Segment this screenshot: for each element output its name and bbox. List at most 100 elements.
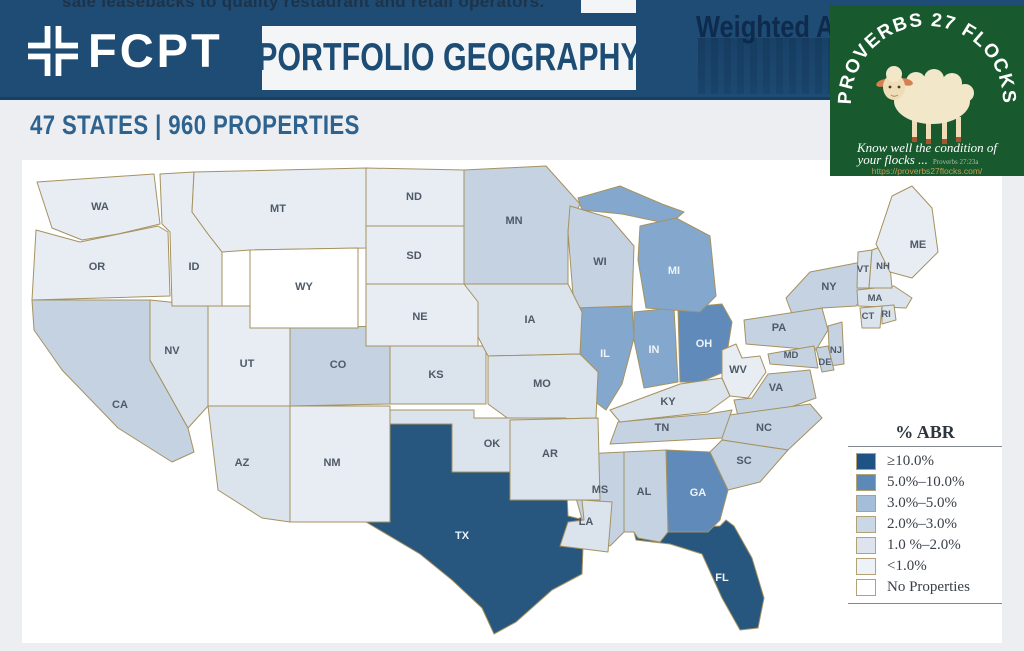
state-label-ok: OK [484, 438, 501, 450]
state-label-al: AL [637, 486, 652, 498]
state-label-ma: MA [868, 293, 883, 304]
state-nm [289, 405, 391, 523]
proverbs-27-flocks-watermark: PROVERBS 27 FLOCKS [830, 5, 1024, 176]
legend-item: 2.0%–3.0% [848, 514, 1002, 535]
brand-text: FCPT [88, 24, 223, 77]
state-label-tn: TN [655, 422, 670, 434]
state-label-oh: OH [696, 338, 713, 350]
legend-swatch [856, 579, 876, 596]
state-label-de: DE [818, 357, 831, 368]
state-label-sd: SD [406, 250, 421, 262]
watermark-tagline-1: Know well the condition of [856, 140, 999, 155]
state-label-fl: FL [715, 572, 729, 584]
state-de [815, 345, 835, 373]
state-ne [365, 283, 479, 347]
state-label-la: LA [579, 516, 594, 528]
us-choropleth-map: TX FL OH GA IL IN MI MN WI CA CO NY PA NJ MD DE VA NC SC TN… [31, 165, 939, 635]
state-label-wa: WA [91, 201, 109, 213]
state-ma [856, 285, 913, 309]
legend-label: 5.0%–10.0% [887, 474, 965, 490]
state-label-md: MD [784, 350, 799, 361]
state-label-mo: MO [533, 378, 551, 390]
state-label-or: OR [89, 261, 106, 273]
legend-label: No Properties [887, 579, 970, 595]
state-label-nv: NV [164, 345, 180, 357]
state-label-ks: KS [428, 369, 443, 381]
state-label-pa: PA [772, 322, 787, 334]
state-label-wy: WY [295, 281, 313, 293]
state-pa [743, 307, 829, 351]
title-box: PORTFOLIO GEOGRAPHY [257, 26, 641, 90]
state-label-vt: VT [857, 264, 869, 275]
sheep-icon [876, 66, 974, 144]
state-label-ne: NE [412, 311, 427, 323]
state-label-nm: NM [323, 457, 340, 469]
legend-label: 1.0 %–2.0% [887, 537, 961, 553]
mini-white-box [581, 0, 636, 13]
state-label-mi: MI [668, 265, 680, 277]
legend-swatch [856, 495, 876, 512]
state-label-ga: GA [690, 487, 707, 499]
state-ar [509, 417, 601, 501]
state-sc [709, 439, 789, 491]
state-label-nj: NJ [830, 345, 842, 356]
watermark-tagline-2: your flocks ... Proverbs 27:23a [855, 152, 979, 167]
state-fl [633, 519, 765, 631]
state-label-mt: MT [270, 203, 286, 215]
legend-label: 2.0%–3.0% [887, 516, 957, 532]
state-label-va: VA [769, 382, 784, 394]
state-label-ky: KY [660, 396, 676, 408]
map-card: TX FL OH GA IL IN MI MN WI CA CO NY PA NJ MD DE VA NC SC TN… [22, 160, 1002, 643]
states-properties-subtitle: 47 STATES | 960 PROPERTIES [30, 110, 360, 140]
state-label-ar: AR [542, 448, 558, 460]
state-label-ca: CA [112, 399, 128, 411]
state-wv [721, 343, 767, 399]
legend-item: <1.0% [848, 556, 1002, 577]
state-label-ct: CT [862, 311, 875, 322]
legend-label: 3.0%–5.0% [887, 495, 957, 511]
legend-label: <1.0% [887, 558, 927, 574]
state-me [875, 185, 939, 279]
fcpt-brand: FCPT [28, 26, 223, 76]
state-or [31, 225, 171, 301]
state-al [623, 449, 669, 543]
legend-item: No Properties [848, 577, 1002, 598]
legend-item: ≥10.0% [848, 451, 1002, 472]
state-label-ms: MS [592, 484, 609, 496]
watermark-url: https://proverbs27flocks.com/ [872, 166, 983, 176]
state-wi [567, 205, 635, 309]
legend-label: ≥10.0% [887, 453, 934, 469]
state-label-ut: UT [240, 358, 255, 370]
legend-swatch [856, 453, 876, 470]
watermark-verse-ref: Proverbs 27:23a [933, 158, 980, 166]
legend-item: 1.0 %–2.0% [848, 535, 1002, 556]
state-label-nd: ND [406, 191, 422, 203]
state-la [559, 499, 613, 553]
state-mi [637, 217, 717, 313]
state-label-id: ID [189, 261, 200, 273]
state-md [767, 345, 819, 369]
state-label-ia: IA [525, 314, 536, 326]
state-ct [859, 305, 883, 329]
state-tn [609, 409, 733, 445]
state-label-ri: RI [881, 309, 891, 320]
state-ia [463, 283, 583, 357]
state-label-me: ME [910, 239, 927, 251]
state-label-wi: WI [593, 256, 606, 268]
page-title: PORTFOLIO GEOGRAPHY [257, 36, 641, 79]
legend-swatch [856, 558, 876, 575]
legend-swatch [856, 516, 876, 533]
state-label-tx: TX [455, 530, 470, 542]
state-ri [881, 304, 897, 325]
legend-rows: ≥10.0% 5.0%–10.0% 3.0%–5.0% 2.0%–3.0% 1.0 %–… [848, 451, 1002, 598]
legend-swatch [856, 537, 876, 554]
state-label-wv: WV [729, 364, 747, 376]
state-label-in: IN [649, 344, 660, 356]
state-label-il: IL [600, 348, 610, 360]
legend: % ABR ≥10.0% 5.0%–10.0% 3.0%–5.0% 2.0%–3.0%… [848, 422, 1002, 604]
state-label-co: CO [330, 359, 347, 371]
legend-title: % ABR [848, 422, 1002, 447]
legend-swatch [856, 474, 876, 491]
state-label-mn: MN [505, 215, 522, 227]
